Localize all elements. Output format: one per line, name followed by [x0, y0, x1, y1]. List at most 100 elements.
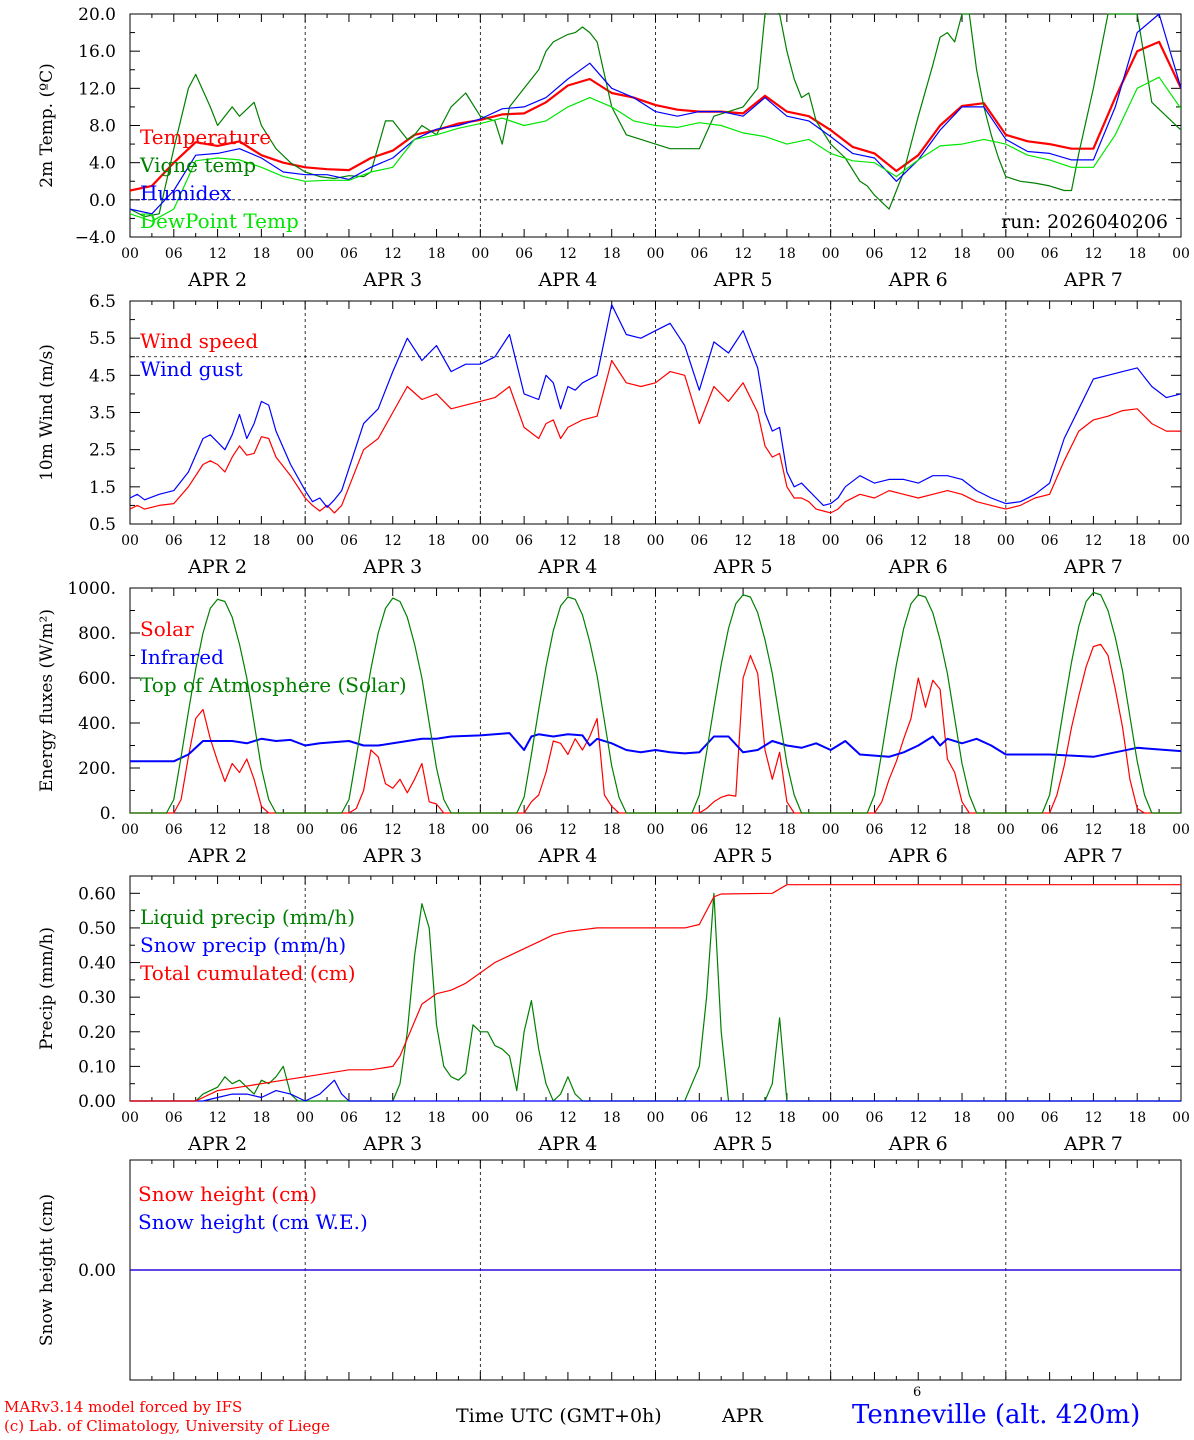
temp-y-tick-label: 4.0: [89, 154, 116, 174]
wind-x-tick-label: 18: [1128, 533, 1146, 549]
energy-legend-infrared: Infrared: [140, 645, 224, 669]
energy-x-tick-label: 18: [953, 822, 971, 838]
wind-x-tick-label: 18: [603, 533, 621, 549]
model-credit-line: MARv3.14 model forced by IFS: [4, 1398, 243, 1416]
precip-day-label: APR 5: [713, 1133, 773, 1155]
precip-y-tick-label: 0.60: [78, 884, 116, 904]
energy-series-infrared: [130, 732, 1181, 763]
wind-x-tick-label: 00: [997, 533, 1015, 549]
wind-day-label: APR 4: [537, 556, 597, 578]
precip-x-tick-label: 00: [296, 1110, 314, 1126]
energy-x-tick-label: 18: [1128, 822, 1146, 838]
temp-x-tick-label: 18: [603, 246, 621, 262]
precip-x-tick-label: 06: [340, 1110, 358, 1126]
temp-y-axis-label: 2m Temp. (ºC): [37, 63, 57, 188]
temp-x-tick-label: 00: [296, 246, 314, 262]
precip-y-tick-label: 0.20: [78, 1023, 116, 1043]
precip-y-tick-label: 0.00: [78, 1092, 116, 1112]
energy-y-tick-label: 200.: [78, 759, 116, 779]
temp-day-label: APR 6: [888, 269, 948, 291]
extra-digit: 6: [913, 1385, 922, 1400]
precip-x-tick-label: 00: [121, 1110, 139, 1126]
energy-x-tick-label: 12: [734, 822, 752, 838]
snow-legend-snow-height-cm-: Snow height (cm): [138, 1182, 317, 1206]
temp-x-tick-label: 00: [121, 246, 139, 262]
wind-x-tick-label: 12: [1085, 533, 1103, 549]
temp-x-tick-label: 18: [428, 246, 446, 262]
temp-x-tick-label: 06: [340, 246, 358, 262]
precip-x-tick-label: 18: [252, 1110, 270, 1126]
energy-y-axis-label: Energy fluxes (W/m²): [37, 609, 57, 792]
energy-y-tick-label: 600.: [78, 669, 116, 689]
energy-day-label: APR 4: [537, 845, 597, 867]
wind-x-tick-label: 12: [734, 533, 752, 549]
wind-x-tick-label: 06: [866, 533, 884, 549]
lab-credit-line: (c) Lab. of Climatology, University of L…: [4, 1417, 330, 1435]
snow-y-tick-label: 0.00: [78, 1261, 116, 1281]
wind-x-tick-label: 00: [471, 533, 489, 549]
wind-x-tick-label: 12: [559, 533, 577, 549]
time-axis-label: Time UTC (GMT+0h): [456, 1405, 662, 1427]
temp-x-tick-label: 00: [997, 246, 1015, 262]
wind-y-tick-label: 5.5: [89, 329, 116, 349]
precip-day-label: APR 6: [888, 1133, 948, 1155]
wind-day-label: APR 7: [1063, 556, 1123, 578]
wind-x-tick-label: 00: [822, 533, 840, 549]
wind-x-tick-label: 06: [1041, 533, 1059, 549]
energy-x-tick-label: 00: [296, 822, 314, 838]
energy-x-tick-label: 12: [1085, 822, 1103, 838]
energy-x-tick-label: 00: [471, 822, 489, 838]
precip-x-tick-label: 00: [822, 1110, 840, 1126]
precip-x-tick-label: 18: [603, 1110, 621, 1126]
month-label: APR: [722, 1405, 763, 1427]
energy-x-tick-label: 00: [997, 822, 1015, 838]
temp-x-tick-label: 00: [471, 246, 489, 262]
energy-x-tick-label: 00: [1172, 822, 1190, 838]
temp-x-tick-label: 12: [559, 246, 577, 262]
temp-x-tick-label: 06: [165, 246, 183, 262]
temp-day-label: APR 7: [1063, 269, 1123, 291]
wind-x-tick-label: 18: [953, 533, 971, 549]
energy-x-tick-label: 12: [559, 822, 577, 838]
energy-y-tick-label: 400.: [78, 714, 116, 734]
precip-series-liquid-precip-mm-h-: [130, 892, 1181, 1102]
precip-x-tick-label: 06: [165, 1110, 183, 1126]
energy-x-tick-label: 18: [778, 822, 796, 838]
energy-x-tick-label: 12: [384, 822, 402, 838]
wind-x-tick-label: 12: [209, 533, 227, 549]
energy-x-tick-label: 18: [428, 822, 446, 838]
energy-frame: [129, 587, 1182, 814]
wind-y-tick-label: 1.5: [89, 478, 116, 498]
precip-x-tick-label: 12: [384, 1110, 402, 1126]
wind-x-tick-label: 06: [340, 533, 358, 549]
wind-y-tick-label: 2.5: [89, 441, 116, 461]
precip-day-label: APR 2: [187, 1133, 247, 1155]
precip-day-label: APR 3: [362, 1133, 422, 1155]
energy-x-tick-label: 06: [165, 822, 183, 838]
station-name: Tenneville (alt. 420m): [852, 1400, 1141, 1430]
precip-x-tick-label: 18: [1128, 1110, 1146, 1126]
wind-day-label: APR 5: [713, 556, 773, 578]
wind-y-tick-label: 0.5: [89, 515, 116, 535]
precip-x-tick-label: 06: [690, 1110, 708, 1126]
temp-x-tick-label: 12: [209, 246, 227, 262]
temp-y-tick-label: −4.0: [75, 228, 116, 248]
precip-y-tick-label: 0.40: [78, 954, 116, 974]
wind-x-tick-label: 18: [428, 533, 446, 549]
temp-x-tick-label: 12: [384, 246, 402, 262]
precip-x-tick-label: 06: [866, 1110, 884, 1126]
precip-x-tick-label: 18: [953, 1110, 971, 1126]
wind-x-tick-label: 18: [778, 533, 796, 549]
precip-legend-total-cumulated-cm-: Total cumulated (cm): [140, 961, 356, 985]
energy-y-tick-label: 800.: [78, 624, 116, 644]
wind-y-axis-label: 10m Wind (m/s): [37, 344, 57, 481]
wind-day-label: APR 2: [187, 556, 247, 578]
wind-day-label: APR 6: [888, 556, 948, 578]
energy-day-label: APR 7: [1063, 845, 1123, 867]
precip-series-snow-precip-mm-h-: [130, 1079, 1181, 1102]
wind-y-tick-label: 4.5: [89, 366, 116, 386]
wind-x-tick-label: 18: [252, 533, 270, 549]
temp-x-tick-label: 18: [1128, 246, 1146, 262]
energy-day-label: APR 3: [362, 845, 422, 867]
